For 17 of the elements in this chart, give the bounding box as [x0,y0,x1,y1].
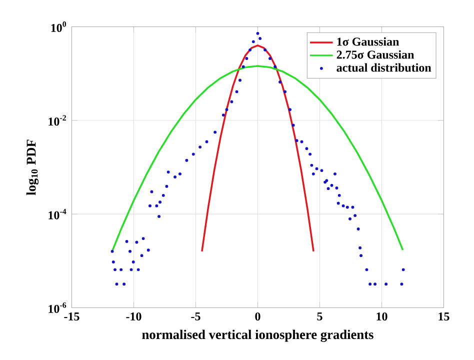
x-tick-label: 10 [376,312,388,321]
x-tick-label: -5 [191,312,200,320]
x-tick-label: 15 [438,312,450,320]
legend-label: actual distribution [336,63,432,72]
x-tick-label: 0 [255,312,260,321]
x-axis-title: normalised vertical ionosphere gradients [142,330,374,342]
legend-label: 1σ Gaussian [337,37,400,46]
y-tick-label: 10$^{-6}$ [48,302,66,313]
legend-label: 2.75σ Gaussian [336,50,414,59]
y-tick-label: 10$^{-4}$ [48,208,66,220]
y-tick-label: 10$^{-2}$ [48,115,66,126]
x-tick-label: -15 [64,312,80,320]
x-tick-label: -10 [126,312,142,321]
y-tick-label: 10$^{0}$ [51,21,66,32]
line-series [201,44,314,252]
x-tick-label: 5 [317,312,322,320]
y-axis-title: log$_{10}$ PDF [26,140,39,196]
